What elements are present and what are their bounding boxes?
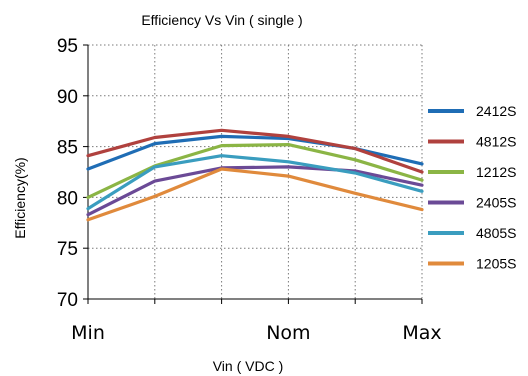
legend-label-4805s: 4805S [476, 225, 516, 241]
chart-title: Efficiency Vs Vin ( single ) [141, 12, 302, 28]
series-line-4812s [86, 128, 424, 174]
x-tick-label: Min [71, 322, 105, 344]
series-line-4805s [86, 154, 424, 211]
y-tick-labels: 70 75 80 85 90 95 [57, 36, 78, 311]
series-line-2405s [86, 165, 424, 217]
y-axis-label: Efficiency(%) [12, 157, 28, 238]
x-axis-label: Vin ( VDC ) [213, 358, 284, 374]
legend-label-1205s: 1205S [476, 256, 516, 272]
legend-label-2412s: 2412S [476, 103, 516, 119]
y-tick-label: 80 [57, 188, 78, 209]
y-tick-label: 90 [57, 87, 78, 108]
y-tick-label: 70 [57, 290, 78, 311]
y-tick-label: 75 [57, 239, 78, 260]
x-tick-label: Max [402, 322, 441, 344]
x-tick-label: Nom [266, 322, 310, 344]
legend-label-4812s: 4812S [476, 134, 516, 150]
series-lines [86, 128, 424, 222]
series-line-1205s [86, 167, 424, 222]
legend-label-2405s: 2405S [476, 195, 516, 211]
legend-label-1212s: 1212S [476, 164, 516, 180]
legend: 2412S 4812S 1212S 2405S 4805S 1205S [428, 103, 516, 272]
x-tick-labels: Min Nom Max [71, 322, 442, 344]
y-tick-label: 95 [57, 36, 78, 57]
y-tick-label: 85 [57, 138, 78, 159]
series-line-1212s [86, 143, 424, 199]
axes [83, 44, 423, 304]
